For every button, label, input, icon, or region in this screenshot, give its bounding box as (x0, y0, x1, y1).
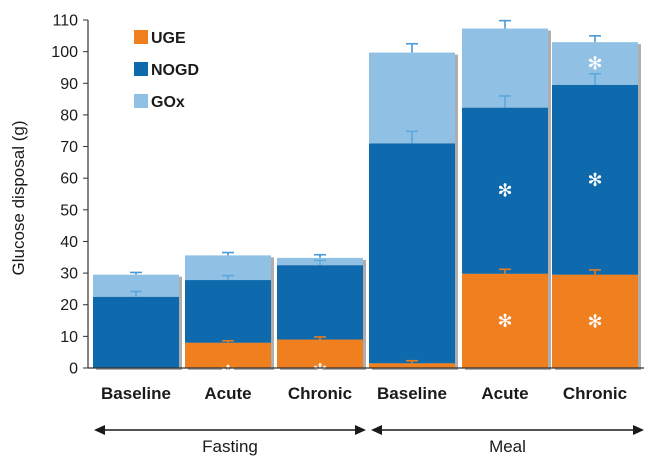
legend-swatch-nogd (134, 62, 148, 76)
bar-segment-nogd (277, 265, 363, 340)
bar-segment-uge (552, 274, 638, 368)
significance-marker: ✻ (497, 311, 512, 332)
y-tick-label: 30 (60, 266, 78, 283)
legend-swatch-uge (134, 30, 148, 44)
y-axis-ticks: 0 10 20 30 40 50 60 70 80 90 100 110 (51, 13, 88, 378)
bar-segment-nogd (93, 296, 179, 368)
bar-segment-nogd (552, 84, 638, 275)
y-tick-label: 90 (60, 76, 78, 93)
legend-swatch-gox (134, 94, 148, 108)
bar-segment-gox (93, 274, 179, 297)
group-arrowhead-right (355, 425, 366, 435)
y-tick-label: 80 (60, 107, 78, 124)
bar-segment-nogd (369, 143, 455, 364)
group-arrows: Fasting Meal (94, 425, 644, 456)
x-axis-category-labels: Baseline Acute Chronic Baseline Acute Chronic (101, 384, 627, 403)
significance-marker: ✻ (220, 362, 235, 383)
group-arrowhead-left (371, 425, 382, 435)
group-label: Meal (489, 437, 526, 456)
significance-marker: ✻ (587, 170, 602, 191)
significance-marker: ✻ (497, 181, 512, 202)
x-category-label: Acute (204, 384, 251, 403)
legend-label-uge: UGE (151, 30, 186, 47)
x-category-label: Chronic (288, 384, 352, 403)
x-category-label: Baseline (377, 384, 447, 403)
x-category-label: Chronic (563, 384, 627, 403)
significance-marker: ✻ (587, 54, 602, 75)
group-label: Fasting (202, 437, 258, 456)
y-tick-label: 110 (52, 13, 78, 30)
y-tick-label: 60 (60, 171, 78, 188)
y-tick-label: 50 (60, 202, 78, 219)
significance-marker: ✻ (312, 361, 327, 382)
group-arrowhead-left (94, 425, 105, 435)
significance-marker: ✻ (587, 311, 602, 332)
axes (87, 20, 644, 369)
y-tick-label: 0 (69, 361, 78, 378)
bar-segment-gox (369, 52, 455, 144)
x-category-label: Baseline (101, 384, 171, 403)
y-tick-label: 20 (60, 297, 78, 314)
bar-segment-uge (462, 273, 548, 368)
bar-segment-uge (277, 339, 363, 368)
legend: UGE NOGD GOx (134, 30, 199, 111)
bar-segment-nogd (185, 280, 271, 343)
legend-label-nogd: NOGD (151, 62, 199, 79)
bar-segment-uge (185, 342, 271, 368)
y-tick-label: 100 (51, 44, 78, 61)
y-axis-title: Glucose disposal (g) (9, 121, 28, 276)
legend-label-gox: GOx (151, 94, 185, 111)
bar-segment-gox (462, 28, 548, 108)
y-tick-label: 40 (60, 234, 78, 251)
bar-segment-nogd (462, 107, 548, 274)
bar-segment-uge (369, 363, 455, 368)
group-arrowhead-right (633, 425, 644, 435)
y-tick-label: 70 (60, 139, 78, 156)
y-tick-label: 10 (60, 329, 78, 346)
x-category-label: Acute (481, 384, 528, 403)
stacked-bars: ✻ ✻ ✻ ✻ ✻ ✻ ✻ (93, 19, 641, 383)
